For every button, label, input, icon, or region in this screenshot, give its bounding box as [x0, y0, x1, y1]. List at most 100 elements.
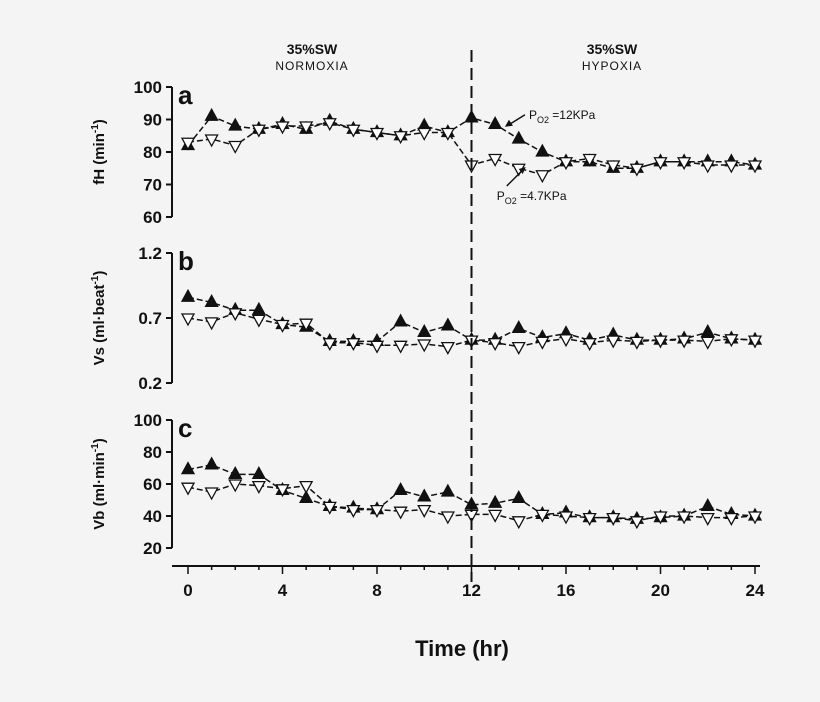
annotation-p: P [529, 108, 537, 122]
data-point-open-triangle [440, 341, 455, 355]
data-point-open-triangle [322, 501, 337, 515]
data-point-open-triangle [417, 127, 432, 141]
data-point-open-triangle [180, 137, 196, 151]
y-tick-label: 80 [143, 443, 162, 462]
data-point-open-triangle [606, 335, 621, 349]
annotation-p: P [497, 189, 505, 203]
data-point-open-triangle [251, 124, 266, 138]
data-point-open-triangle [488, 509, 503, 523]
data-point-open-triangle [204, 134, 219, 148]
data-point-open-triangle [204, 487, 219, 501]
annotation-arrow [506, 169, 524, 187]
y-label-text: ·min [91, 452, 108, 484]
data-point-open-triangle [346, 338, 361, 352]
x-tick-label: 16 [557, 581, 576, 600]
data-point-filled-triangle [204, 294, 219, 308]
data-point-open-triangle [251, 314, 266, 328]
data-point-filled-triangle [204, 456, 219, 470]
annotation-rest: =4.7KPa [517, 189, 567, 203]
data-point-open-triangle [393, 340, 408, 354]
data-point-filled-triangle [440, 317, 455, 331]
data-point-open-triangle [606, 512, 621, 526]
annotation-sub: O2 [505, 196, 517, 206]
data-point-open-triangle [275, 121, 290, 135]
header-normoxia: 35%SW NORMOXIA [275, 41, 348, 73]
data-point-open-triangle [299, 121, 314, 135]
x-tick-label: 24 [746, 581, 765, 600]
data-point-open-triangle [653, 335, 668, 349]
y-label-text: ·beat [91, 285, 108, 321]
data-point-filled-triangle [700, 498, 715, 512]
data-point-filled-triangle [299, 490, 314, 504]
data-point-open-triangle [558, 157, 574, 171]
data-point-open-triangle [535, 509, 550, 523]
data-point-open-triangle [677, 157, 692, 171]
data-point-open-triangle [747, 160, 763, 174]
data-point-open-triangle [629, 336, 644, 350]
y-tick-label: 0.2 [138, 374, 162, 393]
data-point-filled-triangle [228, 117, 243, 131]
data-point-open-triangle [629, 516, 644, 530]
data-point-open-triangle [747, 511, 763, 525]
data-point-open-triangle [322, 118, 337, 132]
header-hypoxia-line1: 35%SW [587, 41, 638, 57]
x-tick-label: 12 [462, 581, 481, 600]
header-normoxia-line1: 35%SW [287, 41, 338, 57]
data-point-open-triangle [346, 504, 361, 518]
x-axis-title: Time (hr) [415, 636, 509, 661]
data-point-open-triangle [535, 336, 550, 350]
annotation-label: PO2 =12KPa [529, 108, 596, 125]
panel-letter: c [178, 413, 192, 443]
data-point-filled-triangle [204, 107, 219, 121]
data-point-filled-triangle [464, 109, 479, 123]
data-point-open-triangle [511, 341, 526, 355]
y-tick-label: 60 [143, 208, 162, 227]
data-point-filled-triangle [700, 323, 715, 337]
x-tick-label: 20 [651, 581, 670, 600]
y-tick-label: 90 [143, 111, 162, 130]
y-label-text: Vs (ml [91, 320, 108, 365]
data-point-open-triangle [582, 153, 597, 167]
data-point-open-triangle [369, 127, 385, 141]
data-point-filled-triangle [417, 323, 432, 337]
data-point-filled-triangle [180, 288, 196, 302]
data-point-open-triangle [275, 319, 290, 333]
data-point-filled-triangle [417, 488, 432, 502]
data-point-open-triangle [440, 511, 455, 525]
y-tick-label: 100 [134, 78, 162, 97]
annotation-label: PO2 =4.7KPa [497, 189, 567, 206]
data-point-open-triangle [677, 511, 692, 525]
panel-letter: b [178, 246, 194, 276]
data-point-open-triangle [204, 317, 219, 331]
data-point-filled-triangle [251, 466, 266, 480]
data-point-filled-triangle [511, 320, 526, 334]
data-point-open-triangle [180, 313, 196, 327]
data-point-open-triangle [724, 512, 739, 526]
y-label-end: ) [91, 271, 108, 276]
data-point-filled-triangle [393, 482, 408, 496]
data-point-open-triangle [440, 127, 455, 141]
data-point-open-triangle [724, 160, 739, 174]
arrowhead-icon [504, 119, 513, 127]
data-point-open-triangle [488, 338, 503, 352]
data-point-filled-triangle [535, 143, 550, 157]
y-label-text: Vb (ml [91, 484, 108, 530]
data-point-open-triangle [180, 482, 196, 496]
y-tick-label: 20 [143, 539, 162, 558]
y-label-sup: -1 [90, 275, 101, 284]
data-point-open-triangle [346, 124, 361, 138]
panel-b: 0.2 0.7 1.2 b Vs (ml·beat-1) [90, 244, 763, 393]
y-axis-label: Vs (ml·beat-1) [90, 271, 108, 366]
header-normoxia-line2: NORMOXIA [275, 59, 348, 73]
data-point-open-triangle [700, 336, 715, 350]
data-point-open-triangle [724, 334, 739, 348]
data-point-open-triangle [417, 339, 432, 353]
data-point-open-triangle [535, 170, 550, 184]
data-point-open-triangle [606, 160, 621, 174]
data-point-open-triangle [653, 157, 668, 171]
data-point-open-triangle [275, 484, 290, 498]
y-tick-label: 60 [143, 475, 162, 494]
data-point-open-triangle [228, 140, 243, 154]
